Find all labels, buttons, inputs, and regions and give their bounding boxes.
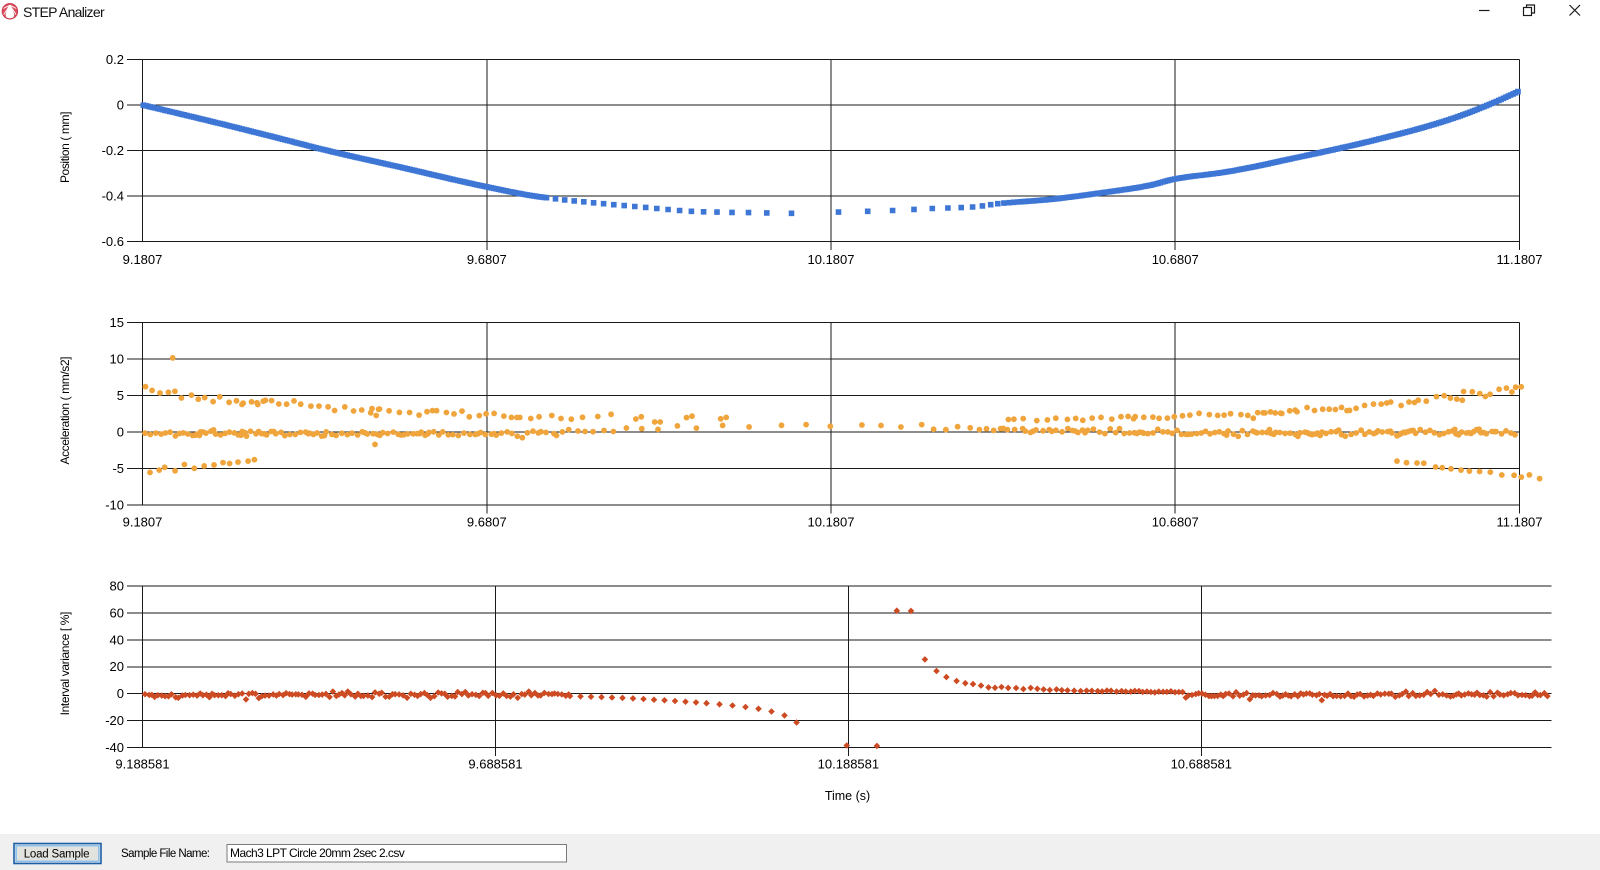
svg-text:40: 40: [110, 632, 124, 647]
svg-text:10.688581: 10.688581: [1171, 757, 1232, 772]
svg-text:9.188581: 9.188581: [115, 757, 169, 772]
svg-text:9.1807: 9.1807: [123, 515, 163, 530]
svg-text:9.688581: 9.688581: [468, 757, 522, 772]
svg-text:-0.6: -0.6: [102, 234, 124, 249]
svg-text:0: 0: [117, 98, 124, 113]
svg-text:0: 0: [117, 425, 124, 440]
svg-text:Time (s): Time (s): [825, 789, 870, 803]
svg-text:-10: -10: [105, 498, 124, 513]
svg-text:10.1807: 10.1807: [808, 515, 855, 530]
svg-text:10.6807: 10.6807: [1152, 252, 1199, 267]
svg-text:10: 10: [110, 352, 124, 367]
svg-text:10.188581: 10.188581: [818, 757, 879, 772]
svg-text:Load Sample: Load Sample: [24, 848, 90, 860]
svg-text:STEP Analizer: STEP Analizer: [23, 4, 105, 20]
svg-text:Mach3 LPT Circle 20mm 2sec 2.c: Mach3 LPT Circle 20mm 2sec 2.csv: [230, 846, 405, 860]
svg-text:11.1807: 11.1807: [1496, 515, 1542, 530]
svg-text:11.1807: 11.1807: [1496, 252, 1542, 267]
svg-text:-0.4: -0.4: [102, 189, 124, 204]
svg-text:-20: -20: [105, 713, 124, 728]
svg-text:0.2: 0.2: [106, 52, 124, 67]
svg-text:9.6807: 9.6807: [467, 252, 507, 267]
svg-text:0: 0: [117, 686, 124, 701]
svg-text:Acceleration ( mm/s2]: Acceleration ( mm/s2]: [58, 357, 72, 465]
svg-text:-40: -40: [105, 740, 124, 755]
svg-text:Sample File Name:: Sample File Name:: [121, 848, 210, 860]
svg-text:-0.2: -0.2: [102, 143, 124, 158]
svg-text:5: 5: [117, 388, 124, 403]
svg-text:Position ( mm]: Position ( mm]: [58, 112, 72, 183]
svg-text:9.1807: 9.1807: [123, 252, 163, 267]
svg-text:-5: -5: [112, 461, 124, 476]
svg-text:80: 80: [110, 579, 124, 594]
svg-text:10.6807: 10.6807: [1152, 515, 1199, 530]
svg-text:Interval variance [ %]: Interval variance [ %]: [58, 612, 72, 715]
svg-text:10.1807: 10.1807: [808, 252, 855, 267]
svg-text:9.6807: 9.6807: [467, 515, 507, 530]
svg-text:15: 15: [110, 315, 124, 330]
svg-text:60: 60: [110, 605, 124, 620]
svg-text:20: 20: [110, 659, 124, 674]
